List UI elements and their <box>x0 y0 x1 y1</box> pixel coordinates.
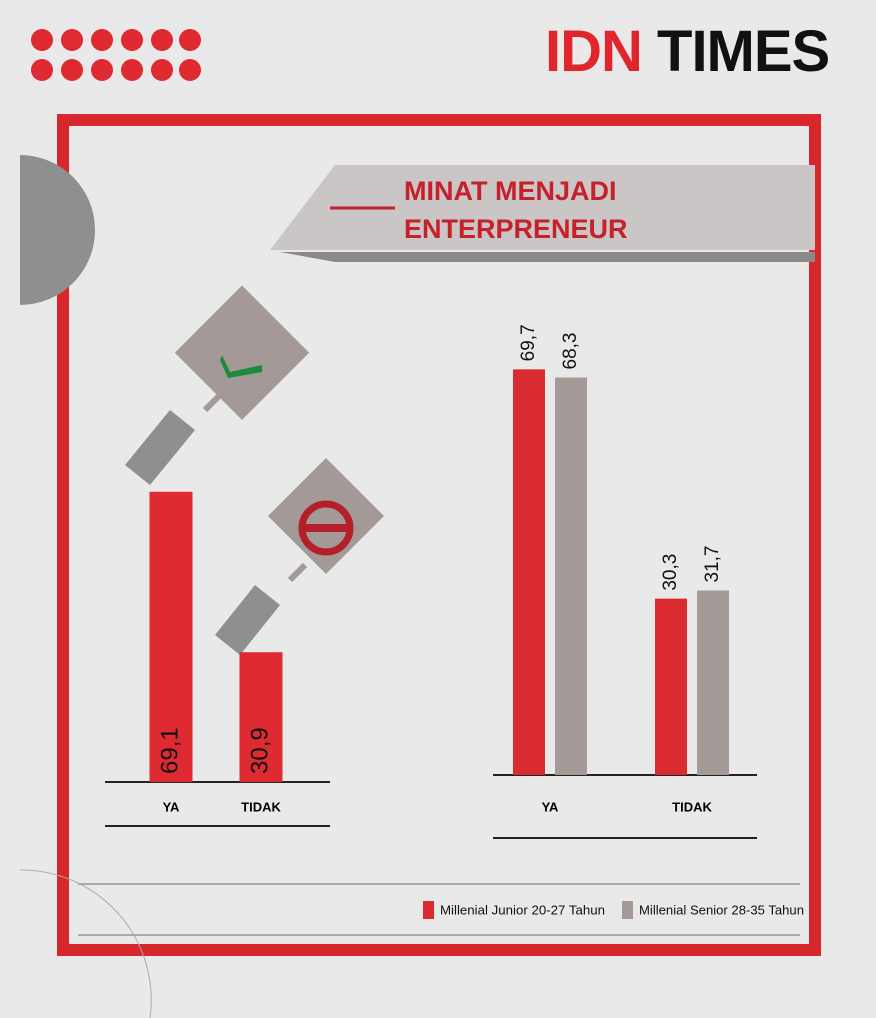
title: MINAT MENJADI ENTERPRENEUR <box>404 176 628 244</box>
value-label: 30,3 <box>660 554 681 591</box>
value-label: 69,1 <box>156 727 183 774</box>
value-label: 68,3 <box>560 333 581 370</box>
half-circle <box>20 155 95 305</box>
legend-label: Millenial Senior 28-35 Tahun <box>639 902 804 917</box>
bar <box>149 491 193 782</box>
legend-swatch <box>423 901 434 919</box>
bar <box>655 598 687 775</box>
rules <box>105 774 757 839</box>
value-label: 69,7 <box>518 324 539 361</box>
category-label: YA <box>163 799 180 814</box>
banner-shadow <box>280 252 815 262</box>
frame <box>57 114 821 956</box>
arc <box>19 869 152 1018</box>
legend-rules <box>78 883 800 936</box>
legend-swatch <box>622 901 633 919</box>
value-label: 31,7 <box>702 546 723 583</box>
category-label: YA <box>542 799 559 814</box>
bar <box>697 590 729 775</box>
bar <box>239 652 283 782</box>
dots <box>31 29 201 81</box>
bar <box>513 369 545 775</box>
signs <box>125 285 384 655</box>
value-label: 30,9 <box>246 727 273 774</box>
banner <box>270 165 815 250</box>
bar <box>555 377 587 775</box>
category-label: TIDAK <box>672 799 712 814</box>
category-label: TIDAK <box>241 799 281 814</box>
legend-label: Millenial Junior 20-27 Tahun <box>440 902 605 917</box>
brand-red: IDN <box>545 19 643 84</box>
brand: IDN TIMES <box>545 18 830 85</box>
brand-black: TIMES <box>657 19 830 84</box>
